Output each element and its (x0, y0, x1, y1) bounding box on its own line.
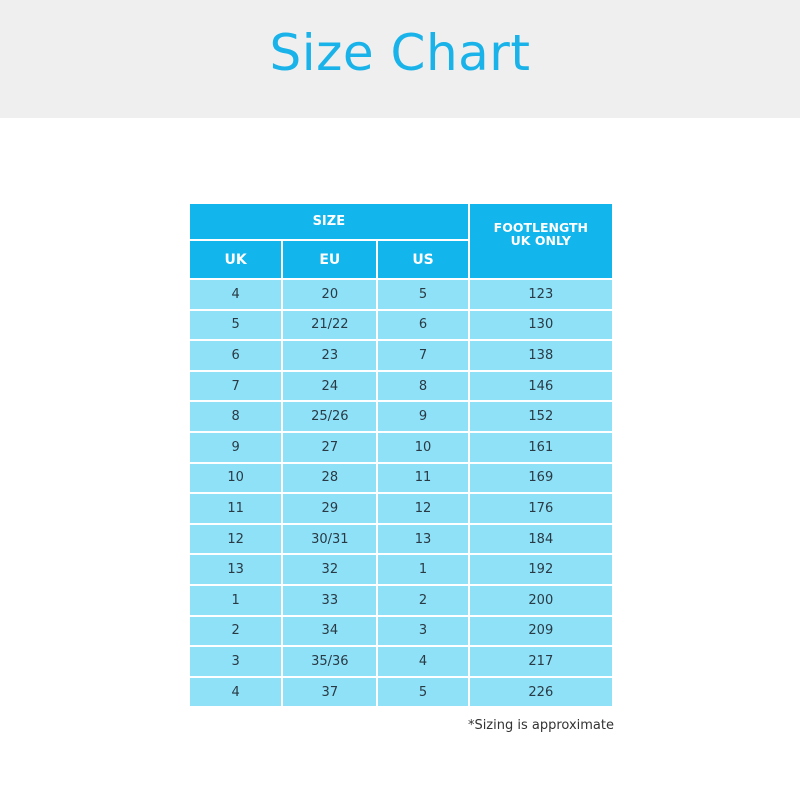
uk-cell: 10 (190, 463, 282, 493)
us-cell: 10 (378, 432, 468, 462)
footlength-cell: 200 (469, 585, 612, 615)
uk-cell: 12 (190, 524, 282, 554)
eu-cell: 28 (283, 463, 377, 493)
us-cell: 12 (378, 494, 468, 523)
us-cell: 5 (378, 677, 468, 707)
table-row: 13 32 1 192 (190, 555, 612, 584)
footlength-cell: 169 (469, 463, 612, 493)
eu-cell: 37 (283, 677, 377, 707)
eu-cell: 23 (283, 341, 377, 370)
eu-cell: 29 (283, 494, 377, 523)
footlength-cell: 161 (469, 432, 612, 462)
uk-header: UK (190, 241, 282, 278)
footlength-cell: 226 (469, 677, 612, 707)
table-row: 10 28 11 169 (190, 463, 612, 493)
us-cell: 1 (378, 555, 468, 584)
uk-cell: 4 (190, 677, 282, 707)
eu-cell: 27 (283, 432, 377, 462)
footlength-cell: 130 (469, 310, 612, 340)
uk-cell: 7 (190, 371, 282, 401)
footlength-cell: 217 (469, 647, 612, 676)
footlength-cell: 176 (469, 494, 612, 523)
eu-cell: 24 (283, 371, 377, 401)
table-row: 2 34 3 209 (190, 616, 612, 646)
us-cell: 3 (378, 616, 468, 646)
footlength-cell: 152 (469, 402, 612, 431)
size-chart-table: SIZE FOOTLENGTH UK ONLY UK EU US 4 20 5 123 5… (188, 202, 614, 708)
table-row: 3 35/36 4 217 (190, 647, 612, 676)
uk-cell: 8 (190, 402, 282, 431)
page-title: Size Chart (269, 24, 531, 82)
table-row: 5 21/22 6 130 (190, 310, 612, 340)
uk-cell: 6 (190, 341, 282, 370)
eu-cell: 35/36 (283, 647, 377, 676)
uk-cell: 5 (190, 310, 282, 340)
table-row: 8 25/26 9 152 (190, 402, 612, 431)
table-row: 4 20 5 123 (190, 280, 612, 309)
uk-cell: 9 (190, 432, 282, 462)
table-row: 12 30/31 13 184 (190, 524, 612, 554)
table-row: 1 33 2 200 (190, 585, 612, 615)
table-row: 4 37 5 226 (190, 677, 612, 707)
us-cell: 11 (378, 463, 468, 493)
uk-cell: 4 (190, 280, 282, 309)
footlength-cell: 146 (469, 371, 612, 401)
us-cell: 6 (378, 310, 468, 340)
uk-cell: 1 (190, 585, 282, 615)
footlength-cell: 192 (469, 555, 612, 584)
us-cell: 13 (378, 524, 468, 554)
footlength-header: FOOTLENGTH UK ONLY (469, 204, 612, 278)
table-row: 7 24 8 146 (190, 371, 612, 401)
us-cell: 2 (378, 585, 468, 615)
footlength-cell: 184 (469, 524, 612, 554)
eu-cell: 34 (283, 616, 377, 646)
eu-header: EU (283, 241, 377, 278)
us-cell: 8 (378, 371, 468, 401)
us-cell: 7 (378, 341, 468, 370)
eu-cell: 33 (283, 585, 377, 615)
footlength-cell: 138 (469, 341, 612, 370)
table-row: 9 27 10 161 (190, 432, 612, 462)
footlength-cell: 123 (469, 280, 612, 309)
uk-cell: 13 (190, 555, 282, 584)
us-header: US (378, 241, 468, 278)
eu-cell: 32 (283, 555, 377, 584)
uk-cell: 2 (190, 616, 282, 646)
eu-cell: 20 (283, 280, 377, 309)
size-group-header: SIZE (190, 204, 468, 239)
eu-cell: 25/26 (283, 402, 377, 431)
us-cell: 4 (378, 647, 468, 676)
us-cell: 5 (378, 280, 468, 309)
table-row: 11 29 12 176 (190, 494, 612, 523)
uk-cell: 11 (190, 494, 282, 523)
footlength-cell: 209 (469, 616, 612, 646)
title-band (0, 0, 800, 118)
uk-cell: 3 (190, 647, 282, 676)
us-cell: 9 (378, 402, 468, 431)
eu-cell: 21/22 (283, 310, 377, 340)
footnote: *Sizing is approximate (467, 718, 614, 733)
eu-cell: 30/31 (283, 524, 377, 554)
table-row: 6 23 7 138 (190, 341, 612, 370)
